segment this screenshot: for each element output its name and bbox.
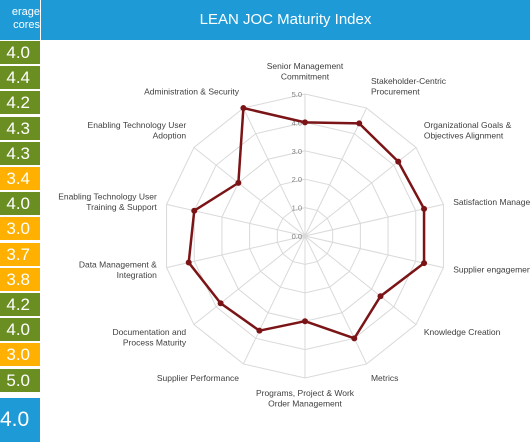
score-cell: 3.8 [0, 267, 40, 292]
category-label-line: Administration & Security [144, 87, 240, 97]
data-point [191, 207, 198, 214]
score-cell: 3.0 [0, 217, 40, 242]
category-label-line: Programs, Project & Work [256, 388, 355, 398]
axis-spoke [242, 107, 306, 237]
category-label-line: Metrics [371, 373, 398, 383]
score-cell: 4.3 [0, 116, 40, 141]
axis-spoke [304, 235, 444, 269]
chart-title-bar: LEAN JOC Maturity Index [41, 0, 530, 40]
score-cell: 4.0 [0, 192, 40, 217]
data-point [421, 260, 428, 267]
data-point [356, 120, 363, 127]
score-cell: 4.0 [0, 318, 40, 343]
category-label-line: Documentation and [112, 327, 186, 337]
axis-spoke [304, 235, 368, 365]
category-label-line: Enabling Technology User [88, 120, 187, 130]
score-cell: 3.4 [0, 167, 40, 191]
category-label: Stakeholder-Centric Procurement [371, 76, 447, 97]
average-scores-column: erage cores 4.0 4.4 4.2 4.3 4.3 3.4 4.0 3.0 3.7 3… [0, 0, 40, 442]
category-label: Documentation and Process Maturity [112, 327, 186, 348]
tick-label: 3.0 [292, 147, 302, 156]
chart-title: LEAN JOC Maturity Index [199, 11, 372, 28]
data-point [240, 105, 247, 112]
axis-spoke [304, 107, 368, 237]
axis-spoke [304, 203, 444, 237]
category-label-line: Commitment [281, 72, 330, 82]
category-label-line: Adoption [153, 131, 187, 141]
data-point [256, 327, 263, 334]
category-label: Data Management & Integration [79, 259, 157, 280]
category-label: Enabling Technology User Adoption [88, 120, 187, 141]
category-label-line: Stakeholder-Centric [371, 76, 447, 86]
tick-label: 2.0 [292, 175, 302, 184]
data-point [217, 300, 224, 307]
category-label-line: Data Management & [79, 259, 157, 269]
category-label-line: Integration [117, 270, 157, 280]
category-label-line: Process Maturity [123, 337, 187, 347]
category-label: Organizational Goals & Objectives Alignme… [424, 120, 512, 141]
category-label-line: Organizational Goals & [424, 120, 512, 130]
score-cell: 5.0 [0, 368, 40, 393]
header-line-2: cores [13, 19, 40, 31]
radar-chart: 0.0 1.0 2.0 3.0 4.0 5.0 Senior Management Commi… [58, 61, 530, 409]
category-label-line: Supplier Performance [157, 373, 239, 383]
category-label: Knowledge Creation [424, 327, 501, 337]
score-cell: 3.0 [0, 343, 40, 368]
axis-spoke [166, 203, 306, 237]
data-point [302, 119, 308, 126]
data-point [302, 318, 308, 325]
score-cell: 4.0 [0, 41, 40, 65]
data-point [421, 205, 428, 212]
category-label-line: Procurement [371, 87, 420, 97]
tick-label: 4.0 [292, 118, 302, 127]
header-line-1: erage [11, 6, 40, 18]
score-cell: 4.4 [0, 66, 40, 91]
category-label-line: Senior Management [267, 61, 344, 71]
axis-spoke [304, 235, 417, 325]
data-point [235, 179, 242, 186]
data-point [395, 158, 402, 165]
category-label-line: Enabling Technology User [58, 192, 157, 202]
category-label: Satisfaction Managem [453, 197, 530, 207]
category-label: Programs, Project & Work Order Management [256, 388, 355, 409]
score-cell: 3.7 [0, 242, 40, 267]
category-label: Supplier engagement [453, 265, 530, 275]
series-line [187, 106, 426, 340]
category-label-line: Training & Support [86, 202, 157, 212]
axis-spoke [242, 235, 306, 365]
category-label: Metrics [371, 373, 398, 383]
data-point [351, 335, 358, 342]
category-label: Enabling Technology User Training & Suppo… [58, 192, 157, 213]
score-cell: 4.2 [0, 293, 40, 317]
category-label-line: Knowledge Creation [424, 327, 501, 337]
score-cell: 4.2 [0, 91, 40, 116]
tick-label: 0.0 [292, 232, 302, 241]
axis-spoke [193, 235, 306, 325]
data-point [185, 259, 192, 266]
axis-spoke [193, 147, 306, 237]
category-label: Senior Management Commitment [267, 61, 344, 82]
average-scores-header: erage cores [0, 0, 40, 40]
category-label-line: Objectives Alignment [424, 131, 504, 141]
category-label: Supplier Performance [157, 373, 239, 383]
tick-label: 5.0 [292, 90, 302, 99]
tick-label: 1.0 [292, 204, 302, 213]
category-label: Administration & Security [144, 87, 240, 97]
category-label-line: Supplier engagement [453, 265, 530, 275]
overall-average-score: 4.0 [0, 398, 40, 442]
category-label-line: Satisfaction Managem [453, 197, 530, 207]
score-cell: 4.3 [0, 141, 40, 166]
category-label-line: Order Management [268, 399, 342, 409]
data-point [377, 293, 384, 300]
